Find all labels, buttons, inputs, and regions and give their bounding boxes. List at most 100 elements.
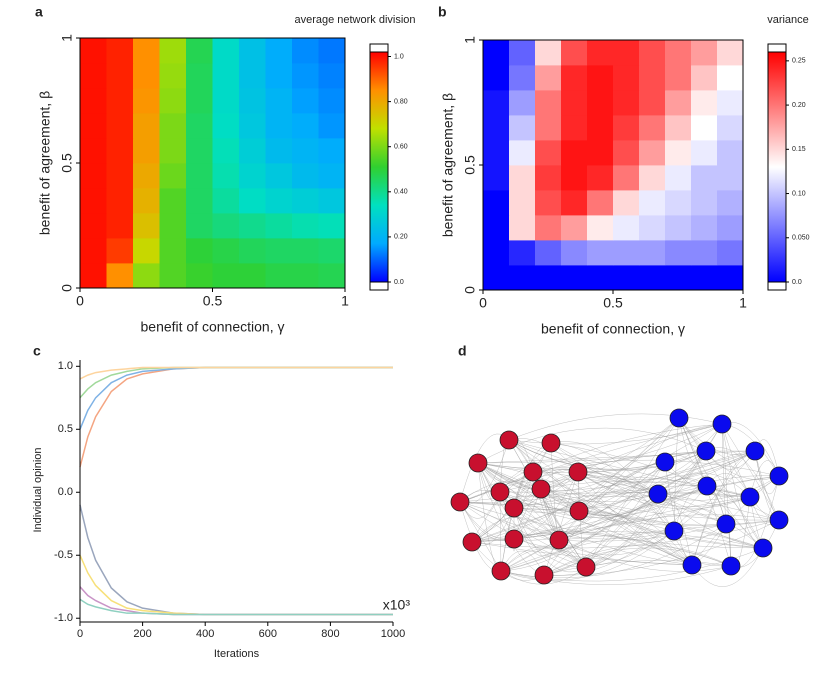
heat-cell — [509, 240, 536, 266]
heat-cell — [613, 165, 640, 191]
heat-cell — [561, 90, 588, 116]
heat-cell — [133, 213, 160, 239]
edge — [471, 485, 708, 543]
heat-cell — [613, 240, 640, 266]
edge — [543, 485, 708, 576]
heat-cell — [509, 190, 536, 216]
node — [523, 462, 543, 482]
y-axis-label: benefit of agreement, β — [37, 91, 53, 235]
x-tick-label: 600 — [259, 628, 277, 640]
heat-cell — [292, 238, 319, 264]
node — [568, 462, 588, 482]
heat-cell — [106, 113, 134, 139]
heat-cell — [587, 40, 614, 66]
heat-cell — [292, 88, 319, 114]
heat-cell — [80, 238, 107, 264]
heat-cell — [106, 263, 134, 289]
heat-cell — [133, 138, 160, 164]
colorbar-title: variance — [767, 14, 809, 26]
edge — [678, 417, 764, 549]
node — [534, 565, 554, 585]
edge — [508, 439, 707, 471]
heat-cell — [186, 88, 213, 114]
heat-cell — [212, 113, 240, 139]
colorbar-title: average network division — [294, 14, 415, 26]
heat-cell — [535, 90, 562, 116]
heat-cell — [292, 163, 319, 189]
edge — [477, 462, 587, 568]
heat-cell — [509, 115, 536, 141]
heat-cell — [561, 40, 588, 66]
series-line — [79, 598, 393, 616]
x-axis-label: benefit of connection, γ — [141, 319, 285, 335]
edge — [540, 488, 659, 516]
edge — [657, 472, 751, 498]
heat-cell — [159, 63, 187, 89]
node — [648, 484, 668, 504]
heat-cell — [186, 238, 213, 264]
heat-cell — [318, 238, 346, 264]
heat-cell — [318, 138, 346, 164]
edge — [540, 417, 680, 490]
node — [721, 556, 741, 576]
heat-cell — [133, 163, 160, 189]
heat-cell — [587, 240, 614, 266]
heat-cell — [483, 190, 510, 216]
node — [716, 514, 736, 534]
node — [712, 414, 732, 434]
heat-cell — [318, 88, 346, 114]
heat-cell — [159, 38, 187, 64]
heat-cell — [691, 65, 718, 91]
colorbar-tick-label: 0.20 — [394, 234, 408, 241]
node — [504, 529, 524, 549]
heat-cell — [535, 165, 562, 191]
edge — [459, 501, 764, 549]
heat-cell — [212, 238, 240, 264]
edge — [459, 501, 587, 568]
heat-cell — [665, 190, 692, 216]
heat-cell — [561, 240, 588, 266]
heat-cell — [292, 138, 319, 164]
edge — [508, 439, 666, 470]
heat-cell — [691, 90, 718, 116]
edge — [477, 423, 723, 469]
heat-cell — [133, 263, 160, 289]
heat-cell — [239, 238, 266, 264]
node — [499, 430, 519, 450]
heat-cell — [318, 213, 346, 239]
colorbar-tick-label: 0.10 — [792, 190, 806, 197]
heat-cell — [159, 88, 187, 114]
heat-cell — [80, 113, 107, 139]
edge — [459, 480, 580, 512]
heat-cell — [613, 190, 640, 216]
heat-cell — [665, 90, 692, 116]
heat-cell — [665, 140, 692, 166]
heat-cell — [665, 165, 692, 191]
edge — [513, 538, 693, 566]
heat-cell — [483, 90, 510, 116]
edge — [459, 450, 707, 503]
heat-cell — [639, 265, 666, 291]
node — [549, 530, 569, 550]
heat-cell — [80, 213, 107, 239]
heat-cell — [639, 190, 666, 216]
heat-cell — [239, 163, 266, 189]
edge — [532, 469, 659, 495]
heat-cell — [292, 213, 319, 239]
edge — [513, 531, 693, 566]
heat-cell — [717, 140, 744, 166]
heat-cell — [535, 115, 562, 141]
edge — [721, 423, 780, 521]
heat-cell — [239, 113, 266, 139]
edge — [577, 450, 707, 492]
edge — [543, 560, 732, 576]
heat-cell — [665, 40, 692, 66]
edge — [540, 488, 780, 521]
x-tick-label: 1 — [739, 295, 747, 311]
edge — [543, 547, 732, 576]
edge — [513, 450, 707, 540]
edge — [513, 507, 732, 572]
heat-cell — [133, 38, 160, 64]
colorbar-tick-label: 0.0 — [394, 279, 404, 286]
